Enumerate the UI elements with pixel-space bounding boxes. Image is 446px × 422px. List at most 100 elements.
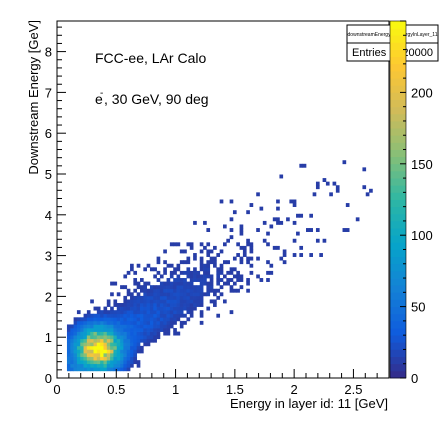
heatmap-cell (163, 281, 167, 286)
heatmap-cell (163, 331, 167, 336)
heatmap-cell (223, 299, 227, 304)
heatmap-cell (103, 313, 108, 318)
heatmap-cell (86, 324, 91, 329)
heatmap-cell (239, 256, 244, 261)
heatmap-cell (332, 181, 337, 186)
heatmap-cell (186, 306, 191, 311)
heatmap-cell (126, 299, 131, 304)
heatmap-cell (213, 288, 217, 293)
heatmap-cell (229, 267, 234, 272)
heatmap-cell (246, 260, 250, 265)
heatmap-cell (199, 263, 204, 268)
heatmap-cell (86, 356, 91, 361)
heatmap-cell (126, 353, 131, 357)
heatmap-cell (196, 285, 201, 290)
heatmap-cell (106, 342, 111, 347)
heatmap-cell (126, 303, 131, 307)
heatmap-cell (183, 270, 187, 275)
heatmap-cell (86, 367, 91, 372)
heatmap-cell (93, 306, 98, 311)
heatmap-cell (186, 260, 191, 265)
heatmap-cell (193, 270, 197, 275)
heatmap-cell (189, 288, 194, 293)
heatmap-cell (199, 299, 204, 304)
heatmap-cell (186, 317, 191, 322)
heatmap-cell (80, 342, 84, 347)
heatmap-cell (199, 278, 204, 282)
heatmap-cell (199, 281, 204, 286)
heatmap-cell (103, 363, 108, 368)
y-tick-label: 4 (45, 208, 52, 223)
heatmap-cell (70, 360, 74, 365)
heatmap-cell (83, 320, 88, 325)
heatmap-cell (183, 249, 187, 254)
heatmap-cell (93, 360, 98, 365)
heatmap-cell (239, 278, 244, 282)
heatmap-cell (136, 363, 141, 368)
heatmap-cell (130, 295, 134, 300)
heatmap-cell (186, 310, 191, 315)
color-scale-segment (390, 270, 406, 279)
heatmap-cell (183, 292, 187, 297)
heatmap-cell (156, 299, 161, 304)
heatmap-cell (96, 345, 101, 350)
heatmap-cell (140, 288, 144, 293)
heatmap-cell (163, 313, 167, 318)
heatmap-cell (83, 356, 88, 361)
color-scale-segment (390, 242, 406, 250)
heatmap-cell (219, 285, 224, 290)
heatmap-cell (120, 335, 124, 340)
heatmap-cell (166, 292, 171, 297)
heatmap-cell (66, 367, 71, 372)
heatmap-cell (143, 288, 147, 293)
heatmap-cell (232, 210, 237, 215)
heatmap-cell (186, 270, 191, 275)
heatmap-cell (289, 199, 294, 204)
x-tick-label: 1 (172, 382, 179, 397)
heatmap-cell (86, 360, 91, 365)
heatmap-cell (166, 288, 171, 293)
heatmap-cell (103, 345, 108, 350)
heatmap-cell (123, 320, 128, 325)
heatmap-cell (100, 328, 104, 332)
heatmap-cell (136, 345, 141, 350)
heatmap-cell (229, 278, 234, 282)
heatmap-cell (130, 363, 134, 368)
heatmap-cell (206, 228, 211, 232)
heatmap-cell (100, 324, 104, 329)
heatmap-cell (140, 335, 144, 340)
heatmap-cell (219, 278, 224, 282)
heatmap-cell (133, 331, 138, 336)
heatmap-cell (133, 338, 138, 343)
heatmap-cell (149, 295, 154, 300)
heatmap-cell (106, 310, 111, 315)
heatmap-cell (80, 320, 84, 325)
heatmap-cell (116, 306, 121, 311)
heatmap-cell (189, 285, 194, 290)
heatmap-cell (156, 270, 161, 275)
heatmap-cell (166, 278, 171, 282)
heatmap-cell (153, 310, 157, 315)
heatmap-cell (73, 324, 78, 329)
heatmap-cell (146, 306, 151, 311)
heatmap-cell (93, 324, 98, 329)
heatmap-cell (96, 363, 101, 368)
heatmap-cell (123, 324, 128, 329)
heatmap-cell (66, 353, 71, 357)
color-scale-segment (390, 156, 406, 165)
x-axis-title: Energy in layer id: 11 [GeV] (230, 396, 388, 411)
heatmap-cell (130, 317, 134, 322)
heatmap-cell (123, 295, 128, 300)
color-scale-segment (390, 213, 406, 222)
heatmap-cell (116, 313, 121, 318)
heatmap-cell (113, 342, 118, 347)
heatmap-cell (149, 328, 154, 332)
heatmap-cell (166, 263, 171, 268)
heatmap-cell (116, 360, 121, 365)
heatmap-cell (133, 317, 138, 322)
heatmap-cell (169, 324, 174, 329)
heatmap-cell (93, 335, 98, 340)
heatmap-cell (103, 342, 108, 347)
heatmap-cell (236, 270, 240, 275)
heatmap-cell (206, 253, 211, 257)
